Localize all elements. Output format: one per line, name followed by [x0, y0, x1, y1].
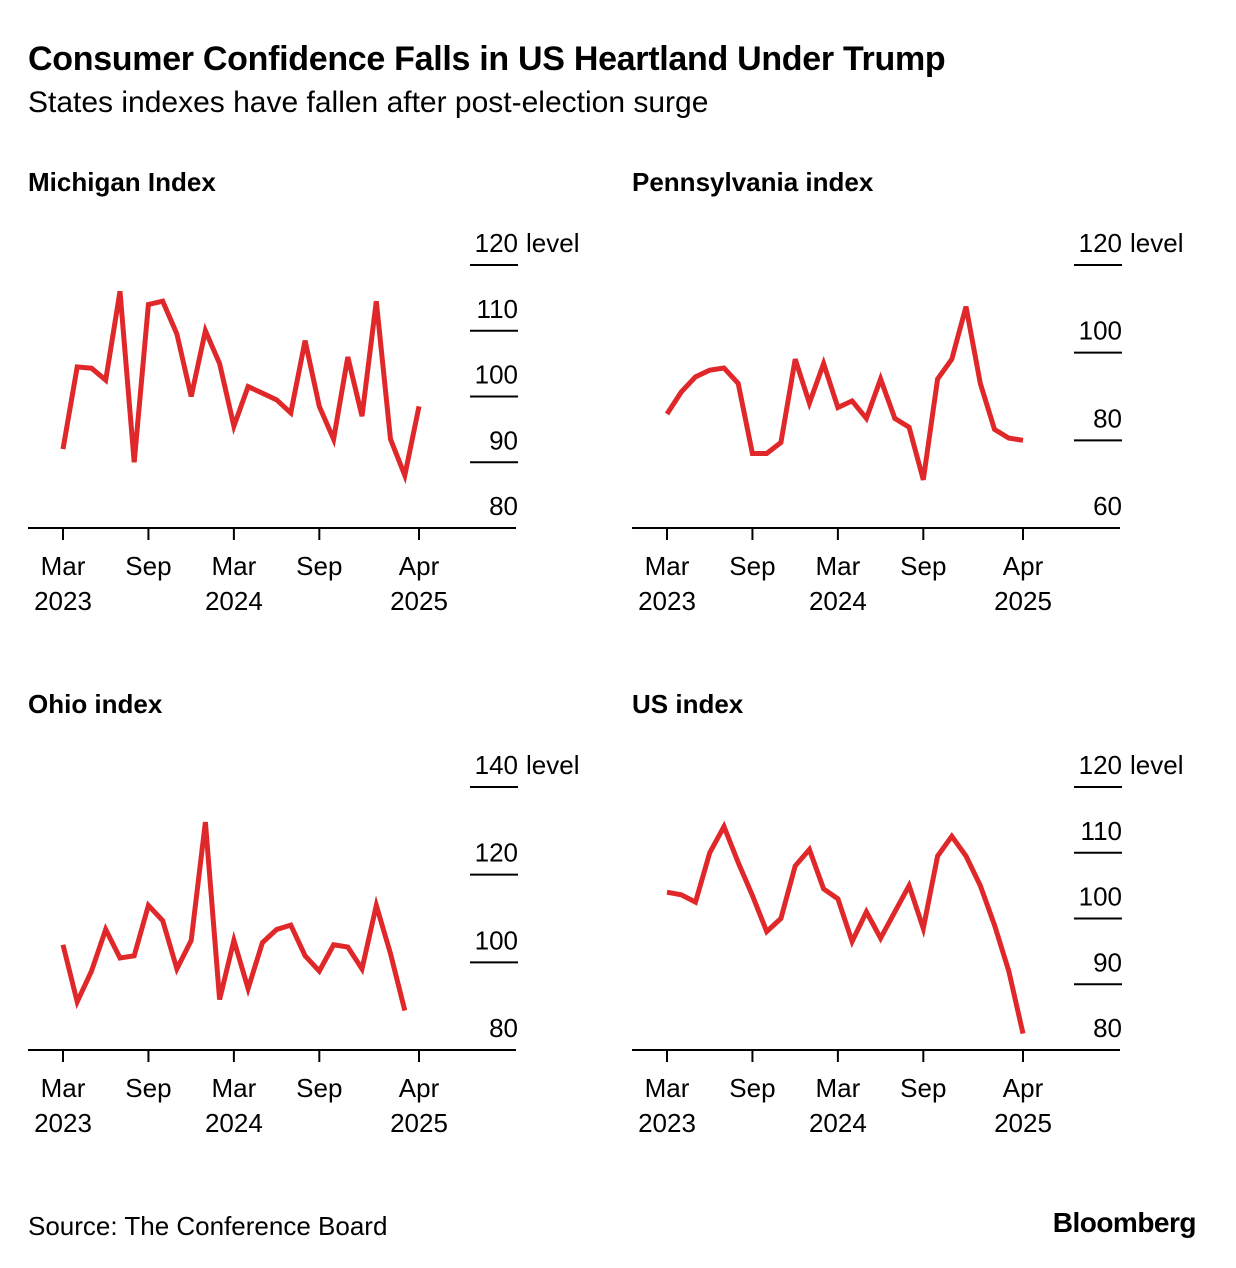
michigan-ytick-label-110: 110	[477, 294, 518, 324]
pennsylvania-ytick-label-80: 80	[1093, 403, 1122, 433]
michigan-xtick-year-0: 2023	[34, 586, 92, 616]
us-ytick-label-80: 80	[1093, 1013, 1122, 1043]
ohio-xtick-year-4: 2025	[390, 1108, 448, 1138]
us-xtick-label-4: Apr	[1003, 1073, 1044, 1103]
us-ytick-label-100: 100	[1079, 882, 1122, 912]
us-xtick-label-2: Mar	[815, 1073, 860, 1103]
us-xtick-label-1: Sep	[729, 1073, 775, 1103]
ohio-series-line	[60, 821, 408, 1012]
ohio-xtick-label-0: Mar	[41, 1073, 86, 1103]
us-xtick-year-4: 2025	[994, 1108, 1052, 1138]
michigan-ytick-label-90: 90	[489, 425, 518, 455]
ohio-xtick-label-4: Apr	[399, 1073, 440, 1103]
pennsylvania-ytick-label-100: 100	[1079, 316, 1122, 346]
us-unit-label: level	[1130, 750, 1183, 780]
us-series-line	[666, 820, 1026, 1035]
pennsylvania-ytick-label-60: 60	[1093, 491, 1122, 521]
michigan-ytick-label-120: 120	[475, 228, 518, 258]
ohio-xtick-label-2: Mar	[211, 1073, 256, 1103]
michigan-series-line	[60, 290, 422, 485]
bloomberg-logo: Bloomberg	[1052, 1207, 1197, 1238]
michigan-xtick-label-3: Sep	[296, 551, 342, 581]
us-ytick-label-120: 120	[1079, 750, 1122, 780]
panel-title-pennsylvania: Pennsylvania index	[632, 167, 874, 197]
pennsylvania-xtick-year-4: 2025	[994, 586, 1052, 616]
us-xtick-label-0: Mar	[645, 1073, 690, 1103]
michigan-xtick-year-4: 2025	[390, 586, 448, 616]
pennsylvania-ytick-label-120: 120	[1079, 228, 1122, 258]
ohio-ytick-label-140: 140	[475, 750, 518, 780]
pennsylvania-xtick-label-1: Sep	[729, 551, 775, 581]
michigan-xtick-label-0: Mar	[41, 551, 86, 581]
ohio-xtick-year-2: 2024	[205, 1108, 263, 1138]
us-ytick-label-90: 90	[1093, 947, 1122, 977]
pennsylvania-xtick-label-3: Sep	[900, 551, 946, 581]
panel-title-us: US index	[632, 689, 744, 719]
ohio-ytick-label-120: 120	[475, 838, 518, 868]
ohio-ytick-label-100: 100	[475, 925, 518, 955]
chart-title: Consumer Confidence Falls in US Heartlan…	[28, 40, 946, 78]
michigan-ytick-label-80: 80	[489, 491, 518, 521]
pennsylvania-xtick-year-2: 2024	[809, 586, 867, 616]
pennsylvania-unit-label: level	[1130, 228, 1183, 258]
ohio-xtick-label-1: Sep	[125, 1073, 171, 1103]
michigan-xtick-label-1: Sep	[125, 551, 171, 581]
us-xtick-year-2: 2024	[809, 1108, 867, 1138]
pennsylvania-xtick-label-4: Apr	[1003, 551, 1044, 581]
ohio-unit-label: level	[526, 750, 579, 780]
chart-subtitle: States indexes have fallen after post-el…	[28, 86, 709, 119]
michigan-unit-label: level	[526, 228, 579, 258]
michigan-xtick-year-2: 2024	[205, 586, 263, 616]
us-xtick-label-3: Sep	[900, 1073, 946, 1103]
michigan-xtick-label-2: Mar	[211, 551, 256, 581]
us-ytick-label-110: 110	[1081, 816, 1122, 846]
source-note: Source: The Conference Board	[28, 1211, 388, 1241]
pennsylvania-xtick-label-0: Mar	[645, 551, 690, 581]
ohio-ytick-label-80: 80	[489, 1013, 518, 1043]
pennsylvania-series-line	[664, 305, 1024, 481]
panel-title-michigan: Michigan Index	[28, 167, 216, 197]
ohio-xtick-year-0: 2023	[34, 1108, 92, 1138]
michigan-xtick-label-4: Apr	[399, 551, 440, 581]
michigan-ytick-label-100: 100	[475, 360, 518, 390]
us-xtick-year-0: 2023	[638, 1108, 696, 1138]
panel-title-ohio: Ohio index	[28, 689, 163, 719]
pennsylvania-xtick-label-2: Mar	[815, 551, 860, 581]
pennsylvania-xtick-year-0: 2023	[638, 586, 696, 616]
ohio-xtick-label-3: Sep	[296, 1073, 342, 1103]
